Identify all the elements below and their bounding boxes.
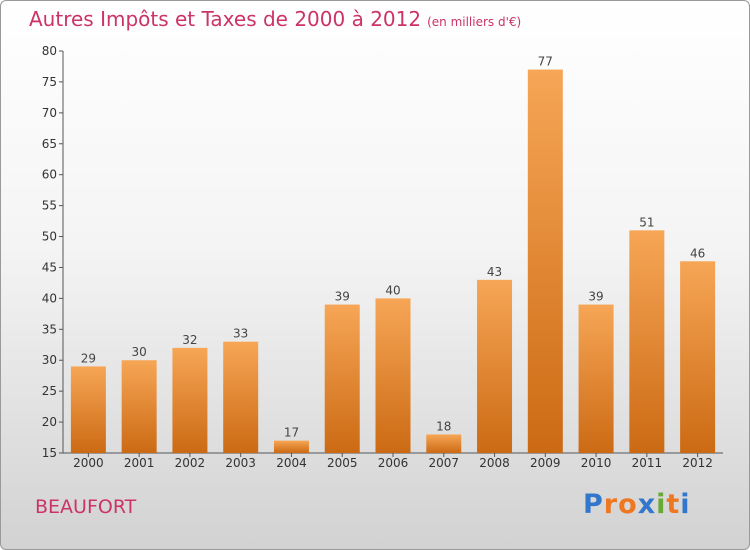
bar-value-label: 39 (588, 290, 603, 304)
y-tick-label: 50 (42, 230, 57, 244)
logo-letter: t (666, 489, 681, 520)
bar-value-label: 43 (487, 265, 502, 279)
bar-2002 (172, 347, 208, 453)
bar-2010 (578, 304, 614, 453)
x-tick-label: 2002 (175, 456, 206, 470)
y-tick-label: 80 (42, 44, 57, 58)
bar-2003 (223, 341, 259, 453)
bars (70, 69, 716, 454)
bar-value-label: 39 (335, 290, 350, 304)
x-tick-label: 2003 (225, 456, 256, 470)
y-tick-label: 30 (42, 353, 57, 367)
x-tick-label: 2007 (428, 456, 459, 470)
title-text: Autres Impôts et Taxes de 2000 à 2012 (29, 7, 422, 31)
x-tick-label: 2001 (124, 456, 155, 470)
bar-value-label: 51 (639, 215, 654, 229)
chart-subtitle: (en milliers d'€) (427, 15, 522, 29)
x-tick-label: 2010 (581, 456, 612, 470)
proxiti-logo[interactable]: Proxiti (583, 489, 691, 520)
bar-2011 (629, 230, 665, 453)
y-tick-label: 35 (42, 322, 57, 336)
x-tick-label: 2005 (327, 456, 358, 470)
y-tick-label: 25 (42, 384, 57, 398)
y-tick-label: 75 (42, 75, 57, 89)
bar-value-label: 46 (690, 246, 705, 260)
y-tick-label: 20 (42, 415, 57, 429)
bar-value-label: 29 (81, 351, 96, 365)
y-tick-label: 55 (42, 199, 57, 213)
bar-labels: 29 30 32 33 17 39 40 18 43 77 39 51 46 (81, 55, 706, 440)
y-tick-label: 65 (42, 137, 57, 151)
y-tick-label: 40 (42, 291, 57, 305)
bar-2001 (121, 360, 157, 453)
bar-2000 (70, 366, 106, 453)
y-tick-label: 60 (42, 168, 57, 182)
y-tick-label: 15 (42, 446, 57, 460)
logo-letter: o (618, 489, 638, 520)
bar-2004 (273, 440, 309, 453)
bar-value-label: 32 (182, 333, 197, 347)
y-tick-label: 45 (42, 260, 57, 274)
logo-letter: x (637, 489, 657, 520)
logo-letter: i (656, 489, 667, 520)
bar-value-label: 18 (436, 419, 451, 433)
x-tick-label: 2008 (479, 456, 510, 470)
x-tick-label: 2006 (378, 456, 409, 470)
chart-title: Autres Impôts et Taxes de 2000 à 2012 (en… (29, 7, 521, 31)
logo-letter: r (603, 489, 619, 520)
bar-value-label: 77 (538, 55, 553, 69)
bar-2009 (527, 69, 563, 454)
bar-value-label: 40 (385, 283, 400, 297)
logo-letter: P (583, 489, 604, 520)
y-tick-label: 70 (42, 106, 57, 120)
x-tick-label: 2011 (632, 456, 663, 470)
bar-2006 (375, 298, 411, 453)
bar-2005 (324, 304, 360, 453)
bar-2007 (426, 434, 462, 453)
bar-value-label: 30 (132, 345, 147, 359)
bar-value-label: 33 (233, 327, 248, 341)
bar-value-label: 17 (284, 426, 299, 440)
bar-2012 (680, 261, 716, 453)
x-tick-label: 2012 (682, 456, 713, 470)
axes: 15 20 25 30 35 40 45 50 55 60 65 70 75 80 2000 2001 2002… (42, 44, 723, 470)
place-name: BEAUFORT (35, 496, 137, 518)
x-tick-label: 2009 (530, 456, 561, 470)
x-tick-label: 2004 (276, 456, 307, 470)
x-tick-label: 2000 (73, 456, 104, 470)
logo-letter: i (680, 489, 691, 520)
bar-2008 (477, 279, 513, 453)
